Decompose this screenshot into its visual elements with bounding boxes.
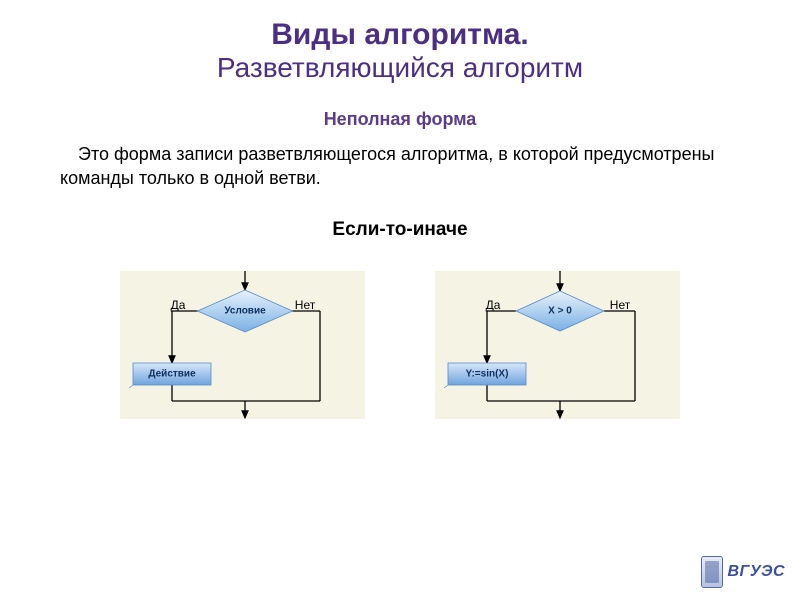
diagram-2: X > 0 Y:=sin(X) Да Нет <box>435 271 680 419</box>
logo-icon <box>701 556 723 588</box>
svg-text:Да: Да <box>171 298 186 312</box>
subtitle: Неполная форма <box>0 109 800 130</box>
title-block: Виды алгоритма. Разветвляющийся алгоритм <box>0 0 800 84</box>
diagram-1: Условие Действие Да Нет <box>120 271 365 419</box>
logo: ВГУЭС <box>701 556 785 588</box>
logo-text: ВГУЭС <box>727 563 785 581</box>
title-main: Виды алгоритма. <box>0 18 800 52</box>
svg-text:Нет: Нет <box>295 298 316 312</box>
flowchart-svg-1: Условие Действие Да Нет <box>120 271 365 419</box>
description: Это форма записи разветвляющегося алгори… <box>60 142 740 191</box>
svg-text:Условие: Условие <box>224 305 266 316</box>
diagrams-row: Условие Действие Да Нет X > 0 Y:=sin(X) Да Нет <box>0 271 800 419</box>
svg-text:X > 0: X > 0 <box>548 305 572 316</box>
formula: Если-то-иначе <box>0 219 800 241</box>
title-sub: Разветвляющийся алгоритм <box>0 52 800 84</box>
svg-text:Действие: Действие <box>148 368 196 379</box>
svg-text:Да: Да <box>486 298 501 312</box>
svg-text:Нет: Нет <box>610 298 631 312</box>
svg-text:Y:=sin(X): Y:=sin(X) <box>466 368 509 379</box>
flowchart-svg-2: X > 0 Y:=sin(X) Да Нет <box>435 271 680 419</box>
